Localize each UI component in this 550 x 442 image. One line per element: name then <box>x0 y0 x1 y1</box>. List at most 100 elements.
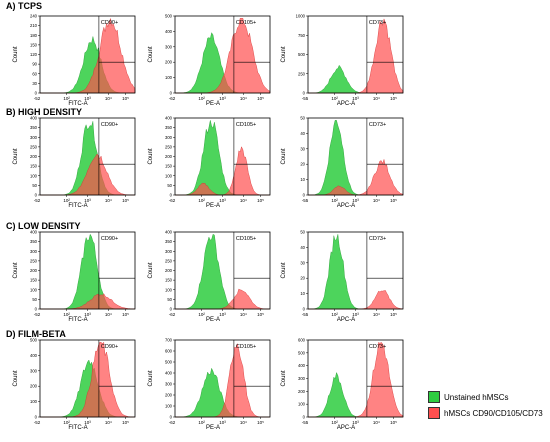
y-tick-label: 350 <box>165 239 173 244</box>
histogram-panel <box>306 15 404 95</box>
y-tick-label: 90 <box>32 62 37 67</box>
x-tick-label: 10² <box>198 198 205 203</box>
y-tick-label: 300 <box>165 135 173 140</box>
y-tick-label: 50 <box>167 297 172 302</box>
y-tick-label: 120 <box>30 52 38 57</box>
y-tick-label: 150 <box>30 42 38 47</box>
x-axis-label: APC-A <box>337 203 355 209</box>
y-tick-label: 100 <box>165 173 173 178</box>
unstained-histogram <box>40 233 135 310</box>
y-tick-label: 250 <box>30 144 38 149</box>
x-tick-label: 10³ <box>352 96 359 101</box>
y-tick-label: 100 <box>30 287 38 292</box>
y-axis-label: Count <box>13 370 19 386</box>
y-axis-label: Count <box>281 46 287 62</box>
y-tick-label: 300 <box>30 368 38 373</box>
y-tick-label: 100 <box>165 75 173 80</box>
y-tick-label: 200 <box>165 60 173 65</box>
y-tick-label: 400 <box>165 230 173 235</box>
y-tick-label: 0 <box>35 307 38 312</box>
gate-label: CD105+ <box>236 122 256 128</box>
y-tick-label: 500 <box>30 338 38 343</box>
x-axis-label: FITC-A <box>68 203 87 209</box>
legend-item-unstained: Unstained hMSCs <box>428 389 543 405</box>
y-tick-label: 250 <box>298 71 306 76</box>
y-tick-label: 250 <box>30 258 38 263</box>
x-tick-label: 10⁵ <box>390 312 397 317</box>
x-tick-label: 10² <box>331 420 338 425</box>
y-tick-label: 1000 <box>296 14 306 19</box>
histogram-panel <box>38 231 136 311</box>
x-tick-label: 10³ <box>219 198 226 203</box>
x-tick-label: 10² <box>331 198 338 203</box>
y-axis-label: Count <box>13 46 19 62</box>
x-tick-label: 10⁴ <box>240 420 247 425</box>
legend: Unstained hMSCs hMSCs CD90/CD105/CD73 <box>428 389 543 421</box>
y-tick-label: 150 <box>30 278 38 283</box>
y-axis-label: Count <box>148 262 154 278</box>
row-label: A) TCPS <box>6 1 42 11</box>
y-tick-label: 180 <box>30 33 38 38</box>
y-tick-label: 10 <box>300 177 305 182</box>
y-tick-label: 0 <box>303 91 306 96</box>
x-tick-label: 10⁴ <box>105 198 112 203</box>
y-axis-label: Count <box>281 148 287 164</box>
y-tick-label: 50 <box>32 297 37 302</box>
y-tick-label: 500 <box>298 350 306 355</box>
x-tick-label: -52 <box>34 96 41 101</box>
gate-label: CD105+ <box>236 20 256 26</box>
y-tick-label: 350 <box>165 125 173 130</box>
x-axis-label: PE-A <box>206 317 220 323</box>
y-tick-label: 100 <box>298 402 306 407</box>
gate-label: CD73+ <box>369 122 386 128</box>
gate-label: CD105+ <box>236 236 256 242</box>
histogram-panel <box>173 117 271 197</box>
row-label: B) HIGH DENSITY <box>6 107 82 117</box>
y-tick-label: 50 <box>300 116 305 121</box>
y-tick-label: 50 <box>167 183 172 188</box>
y-tick-label: 40 <box>300 245 305 250</box>
x-tick-label: 10³ <box>352 420 359 425</box>
y-tick-label: 500 <box>165 14 173 19</box>
x-tick-label: 10⁵ <box>390 96 397 101</box>
gate-label: CD105+ <box>236 344 256 350</box>
gate-label: CD90+ <box>101 122 118 128</box>
y-tick-label: 600 <box>165 349 173 354</box>
x-tick-label: 10⁴ <box>240 312 247 317</box>
x-tick-label: 10³ <box>219 312 226 317</box>
y-tick-label: 300 <box>30 135 38 140</box>
x-tick-label: 10² <box>331 312 338 317</box>
y-tick-label: 150 <box>165 164 173 169</box>
x-tick-label: 10³ <box>84 96 91 101</box>
x-tick-label: 10⁵ <box>257 198 264 203</box>
y-tick-label: 40 <box>300 131 305 136</box>
y-tick-label: 700 <box>165 338 173 343</box>
histogram-panel <box>173 339 271 419</box>
legend-swatch-unstained <box>428 391 440 403</box>
y-tick-label: 0 <box>303 193 306 198</box>
y-tick-label: 0 <box>170 91 173 96</box>
y-tick-label: 400 <box>165 29 173 34</box>
y-tick-label: 0 <box>170 415 173 420</box>
y-tick-label: 200 <box>298 389 306 394</box>
x-axis-label: APC-A <box>337 425 355 431</box>
y-tick-label: 200 <box>30 384 38 389</box>
y-tick-label: 150 <box>165 278 173 283</box>
y-tick-label: 400 <box>30 353 38 358</box>
x-tick-label: 10⁵ <box>122 420 129 425</box>
row-label: C) LOW DENSITY <box>6 221 81 231</box>
y-tick-label: 350 <box>30 239 38 244</box>
y-tick-label: 400 <box>165 116 173 121</box>
y-tick-label: 0 <box>303 307 306 312</box>
y-tick-label: 0 <box>170 307 173 312</box>
x-tick-label: 10² <box>63 96 70 101</box>
x-tick-label: 10⁴ <box>373 96 380 101</box>
x-tick-label: -62 <box>169 96 176 101</box>
x-tick-label: 10⁵ <box>122 312 129 317</box>
legend-item-stained: hMSCs CD90/CD105/CD73 <box>428 405 543 421</box>
x-axis-label: APC-A <box>337 317 355 323</box>
y-tick-label: 0 <box>35 193 38 198</box>
x-tick-label: 10³ <box>84 420 91 425</box>
x-tick-label: -55 <box>302 312 309 317</box>
